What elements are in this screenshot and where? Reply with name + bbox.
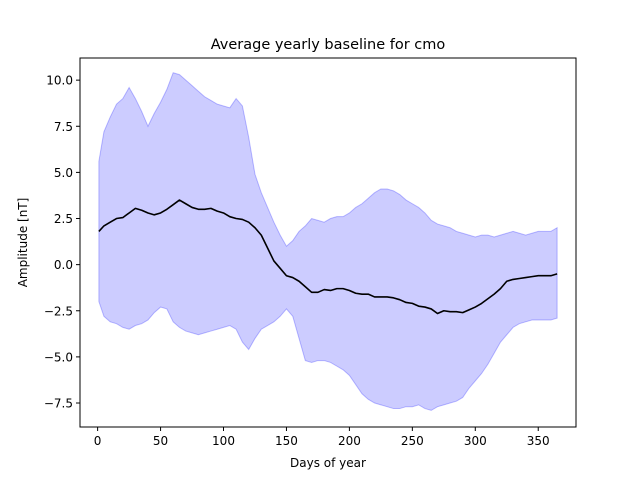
- x-axis-label: Days of year: [290, 456, 366, 470]
- y-tick-label: −7.5: [44, 397, 73, 411]
- x-tick-label: 200: [338, 434, 361, 448]
- y-axis-label: Amplitude [nT]: [16, 198, 30, 288]
- y-axis: −7.5 −5.0 −2.5 0.0 2.5 5.0 7.5 10.0: [44, 74, 80, 411]
- chart-title: Average yearly baseline for cmo: [211, 37, 446, 53]
- mean-baseline-line: [98, 199, 558, 315]
- y-tick-label: 0.0: [54, 258, 73, 272]
- x-axis: 0 50 100 150 200 250 300 350: [94, 427, 550, 448]
- y-tick-label: −2.5: [44, 304, 73, 318]
- y-tick-label: 7.5: [54, 120, 73, 134]
- y-tick-label: 2.5: [54, 212, 73, 226]
- x-tick-label: 0: [94, 434, 102, 448]
- x-tick-label: 350: [527, 434, 550, 448]
- axes-frame: [79, 57, 577, 428]
- x-tick-label: 100: [212, 434, 235, 448]
- plot-area: [98, 72, 558, 411]
- x-tick-label: 300: [464, 434, 487, 448]
- y-tick-label: 10.0: [46, 74, 73, 88]
- y-tick-label: −5.0: [44, 350, 73, 364]
- x-tick-label: 150: [275, 434, 298, 448]
- x-tick-label: 50: [153, 434, 168, 448]
- x-tick-label: 250: [401, 434, 424, 448]
- confidence-band: [98, 72, 558, 411]
- y-tick-label: 5.0: [54, 166, 73, 180]
